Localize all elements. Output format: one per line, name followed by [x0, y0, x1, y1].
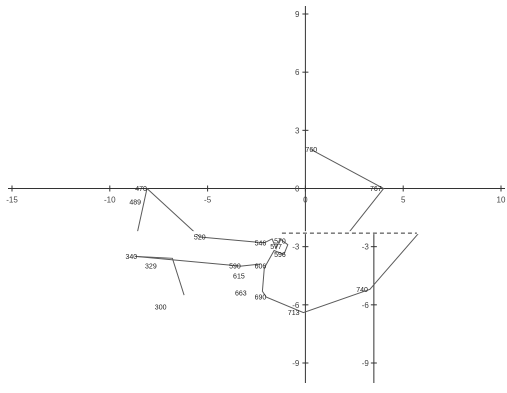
- lower-y-tick-label: -3: [362, 243, 370, 252]
- series-line-2: [146, 188, 201, 238]
- point-label: 767: [370, 186, 382, 193]
- point-label: 590: [229, 264, 241, 271]
- lower-y-tick-label: -6: [362, 301, 370, 310]
- x-tick-label: 0: [303, 196, 308, 205]
- point-label: 713: [288, 310, 300, 317]
- y-tick-label: -3: [292, 243, 300, 252]
- series-line-0: [311, 149, 385, 234]
- point-label: 690: [255, 295, 267, 302]
- point-label: 596: [274, 252, 286, 259]
- series-line-3: [199, 232, 420, 314]
- x-tick-label: 5: [401, 196, 406, 205]
- point-label: 300: [155, 304, 167, 311]
- point-label: 546: [255, 240, 267, 247]
- y-tick-label: -6: [292, 301, 300, 310]
- y-tick-label: 6: [295, 68, 300, 77]
- point-label: 615: [233, 273, 245, 280]
- series-line-1: [136, 188, 148, 234]
- x-tick-label: -15: [6, 196, 18, 205]
- axes-layer: -15 -10 -5 0 5 10 9 6 3 -3 -6 -9 0 -3 -6 -9: [6, 6, 506, 383]
- y-tick-label: 3: [295, 126, 300, 135]
- point-label: 520: [194, 234, 206, 241]
- point-label: 329: [145, 264, 157, 271]
- x-tick-label: -10: [104, 196, 116, 205]
- y-tick-label: -9: [292, 359, 300, 368]
- point-label: 340: [125, 254, 137, 261]
- point-label: 663: [235, 291, 247, 298]
- x-tick-label: 10: [497, 196, 506, 205]
- axis-break-band: [0, 231, 507, 235]
- series-layer: [135, 149, 420, 314]
- series-line-4: [135, 255, 261, 267]
- point-label: 740: [356, 287, 368, 294]
- point-label: 470: [135, 186, 147, 193]
- point-label: 606: [255, 264, 267, 271]
- lower-y-tick-label: -9: [362, 359, 370, 368]
- y-tick-label: 9: [295, 10, 300, 19]
- point-label: 577: [270, 244, 282, 251]
- cut-layer: [0, 231, 507, 235]
- point-label: 760: [305, 147, 317, 154]
- point-label: 489: [129, 200, 141, 207]
- y-tick-label: 0: [295, 185, 300, 194]
- series-line-5: [135, 255, 185, 296]
- point-label: 570: [274, 238, 286, 245]
- x-tick-label: -5: [204, 196, 212, 205]
